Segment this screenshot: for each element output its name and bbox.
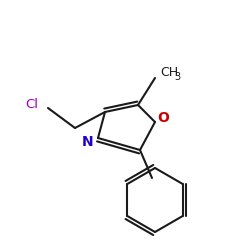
Text: Cl: Cl [25, 98, 38, 110]
Text: 3: 3 [174, 72, 180, 82]
Text: CH: CH [160, 66, 178, 80]
Text: N: N [82, 135, 94, 149]
Text: O: O [157, 111, 169, 125]
